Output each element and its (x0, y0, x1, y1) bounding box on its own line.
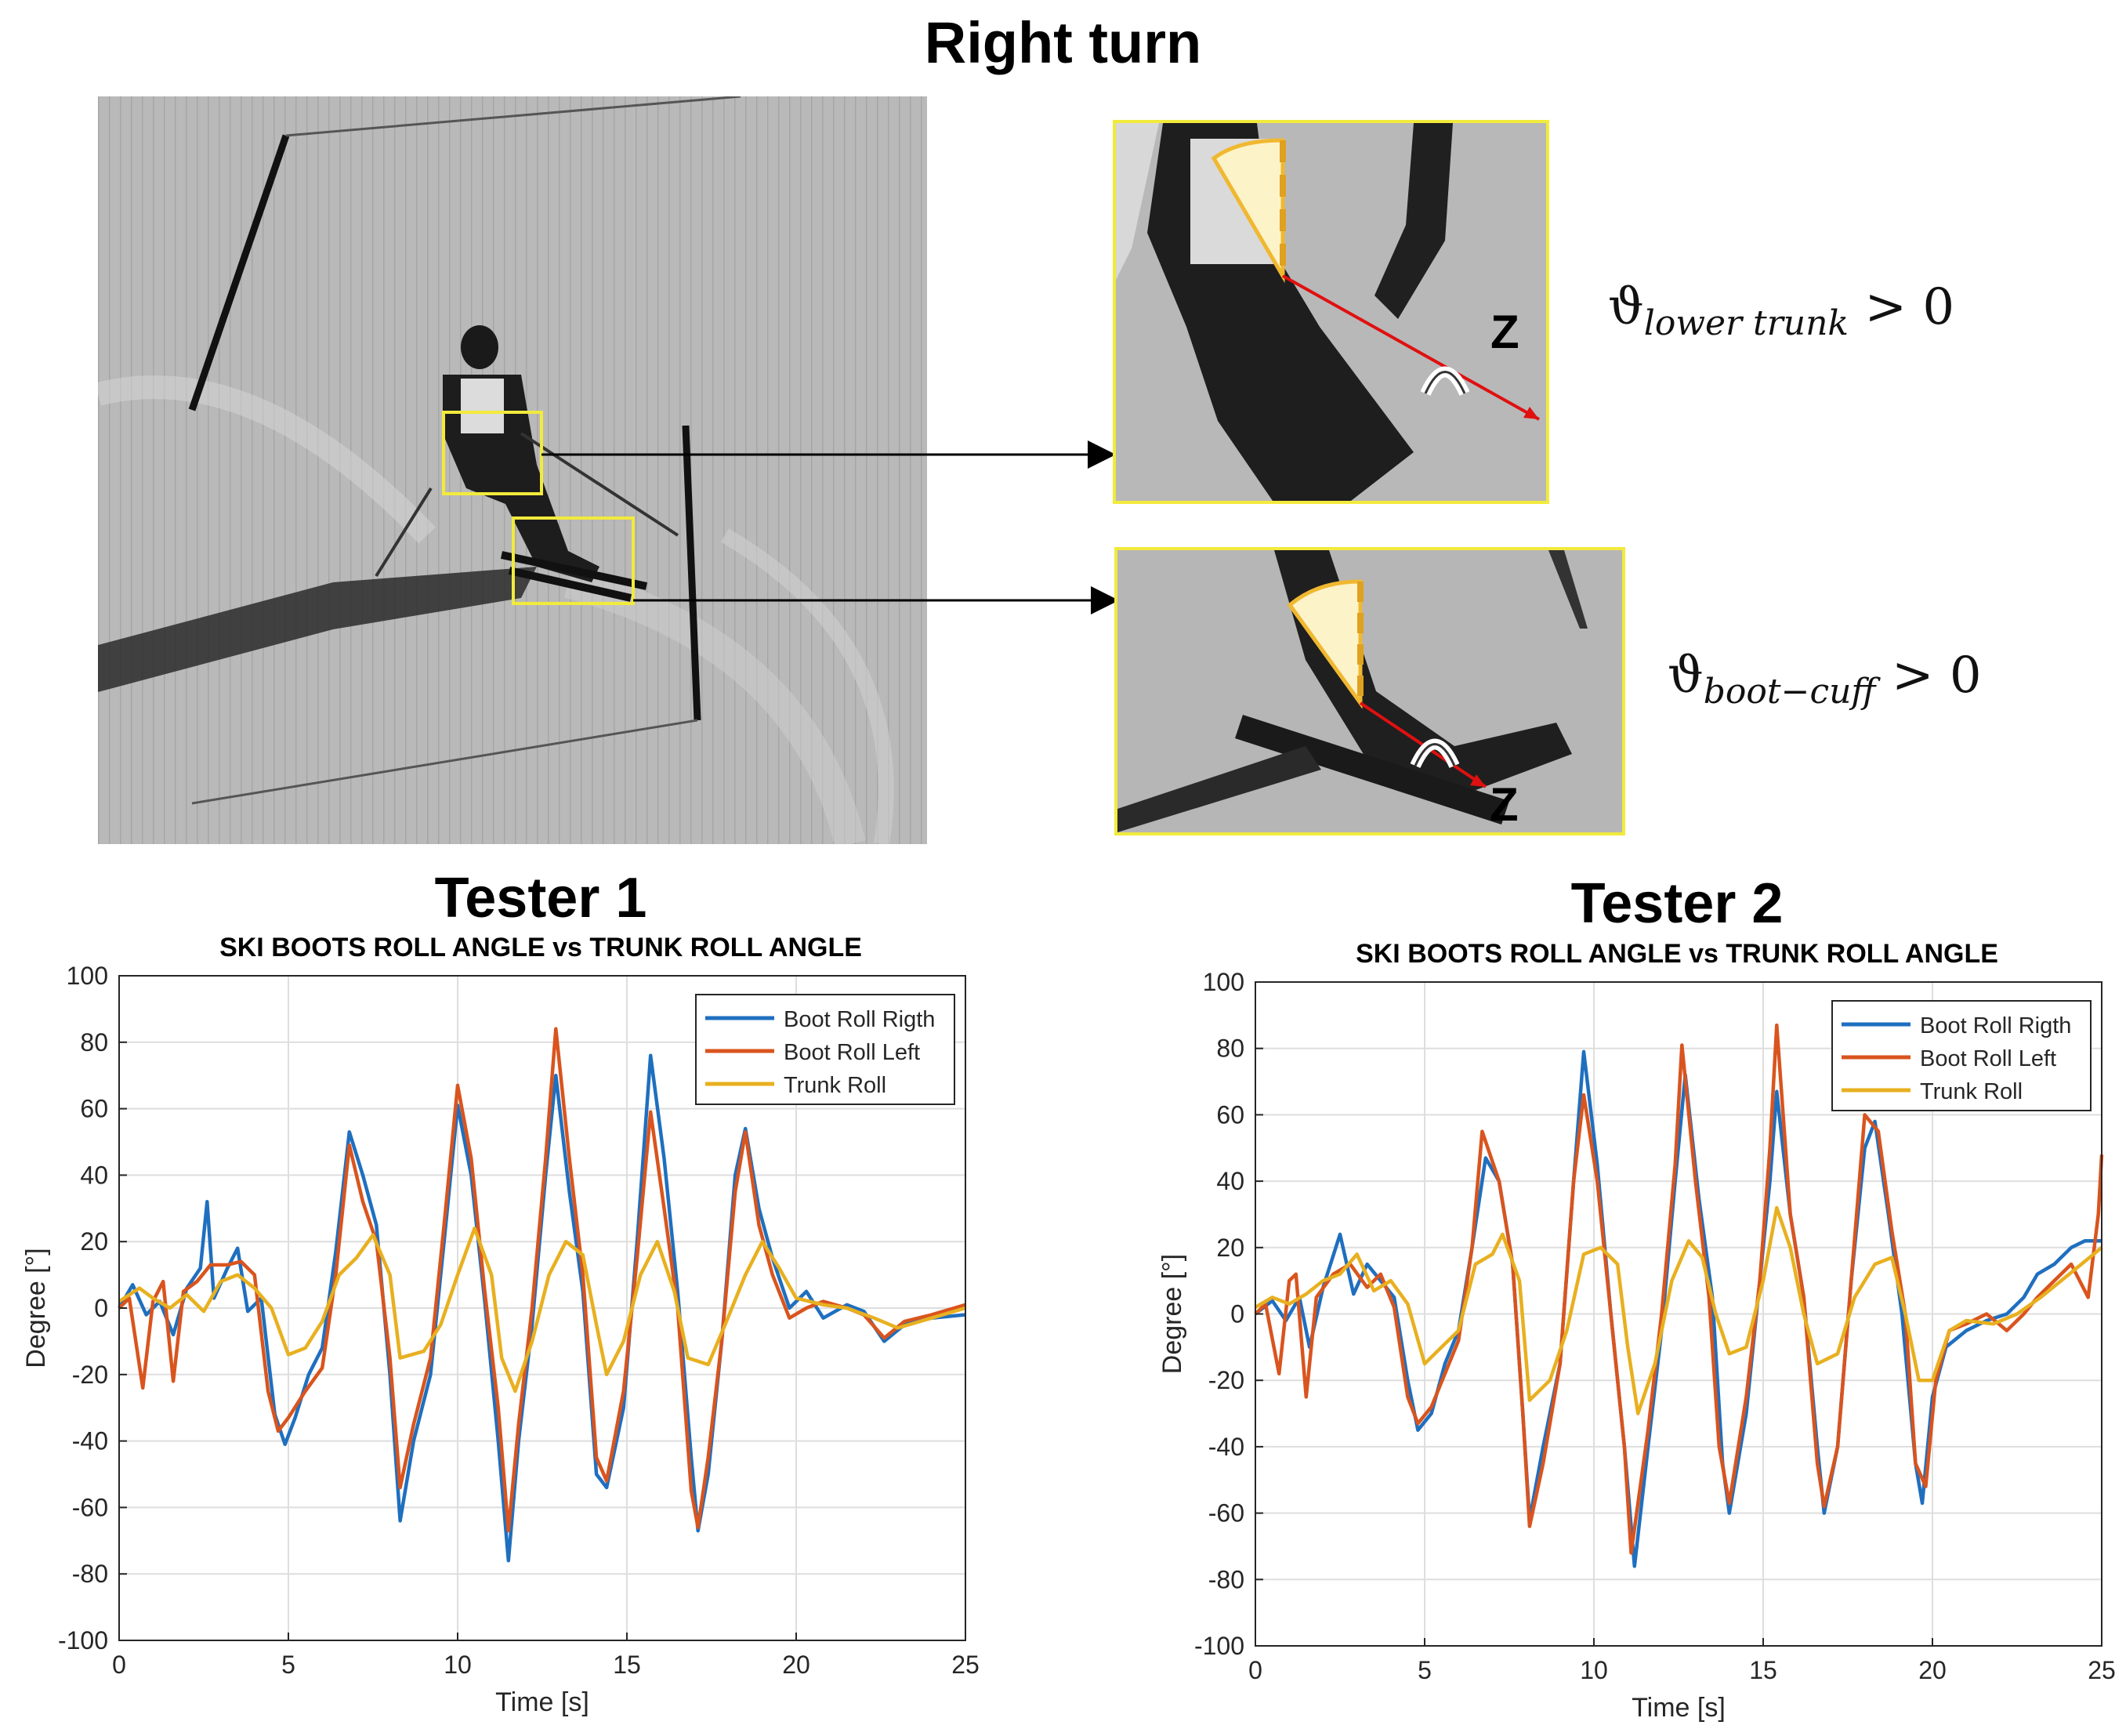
legend-label-0: Boot Roll Rigth (784, 1007, 935, 1032)
x-axis-label: Time [s] (1632, 1693, 1726, 1723)
x-tick-label: 10 (444, 1651, 472, 1679)
x-tick-label: 20 (1918, 1656, 1947, 1684)
y-tick-label: -80 (1208, 1565, 1244, 1593)
zoom-lower-trunk: Z (1113, 120, 1549, 504)
y-tick-label: -60 (1208, 1499, 1244, 1528)
y-tick-label: 60 (80, 1095, 108, 1123)
y-tick-label: 0 (1230, 1300, 1244, 1328)
x-axis-label: Time [s] (495, 1687, 589, 1717)
chart-1-title: SKI BOOTS ROLL ANGLE vs TRUNK ROLL ANGLE (219, 933, 862, 962)
x-tick-label: 0 (112, 1651, 126, 1679)
formula-symbol: ϑ (1608, 278, 1644, 336)
connector-arrows (541, 440, 1119, 614)
y-tick-label: 0 (94, 1294, 108, 1322)
y-axis-label: Degree [°] (21, 1248, 51, 1368)
formula-boot-cuff: ϑboot−cuff > 0 (1668, 647, 1982, 712)
series-line-2 (1254, 1205, 2103, 1415)
z-axis-label: Z (1490, 778, 1519, 831)
y-tick-label: 40 (1216, 1167, 1244, 1195)
formula-lower-trunk: ϑlower trunk > 0 (1608, 278, 1954, 343)
y-tick-label: 80 (1216, 1035, 1244, 1063)
formula-relation: > 0 (1891, 647, 1982, 705)
y-tick-label: 20 (80, 1227, 108, 1256)
figure-title: Right turn (924, 10, 1202, 75)
y-tick-label: -40 (72, 1427, 108, 1455)
series-line-1 (1254, 1023, 2104, 1555)
y-tick-label: 100 (1203, 970, 1244, 996)
chart-2-title: SKI BOOTS ROLL ANGLE vs TRUNK ROLL ANGLE (1356, 939, 1998, 969)
series-line-2 (118, 1226, 966, 1394)
skier-photo (98, 96, 927, 844)
y-tick-label: -100 (58, 1626, 108, 1654)
x-tick-label: 0 (1248, 1656, 1262, 1684)
chart-tester-1: 0 5 10 15 20 25 -100 -80 -60 -40 -20 0 20 40 60 80 100 Ti… (21, 964, 980, 1717)
x-tick-label: 10 (1580, 1656, 1608, 1684)
x-tick-label: 20 (782, 1651, 810, 1679)
formula-subscript: boot−cuff (1703, 671, 1876, 712)
formula-subscript: lower trunk (1643, 303, 1849, 343)
y-tick-label: 100 (67, 964, 108, 990)
y-tick-label: -100 (1194, 1632, 1244, 1660)
zoom-boot-cuff: Z (1114, 547, 1625, 835)
z-axis-label: Z (1490, 306, 1519, 358)
x-tick-label: 15 (1749, 1656, 1777, 1684)
x-tick-label: 25 (2088, 1656, 2116, 1684)
y-tick-label: 40 (80, 1161, 108, 1189)
formula-symbol: ϑ (1668, 647, 1704, 705)
legend-label-1: Boot Roll Left (784, 1040, 920, 1065)
x-tick-label: 25 (951, 1651, 980, 1679)
x-tick-label: 5 (1418, 1656, 1432, 1684)
chart-tester-2: 0 5 10 15 20 25 -100 -80 -60 -40 -20 0 20 40 60 80 100 Ti… (1157, 970, 2116, 1723)
x-tick-label: 15 (613, 1651, 641, 1679)
y-tick-label: -60 (72, 1493, 108, 1521)
y-tick-label: 60 (1216, 1100, 1244, 1129)
y-tick-label: -20 (72, 1361, 108, 1389)
series-line-1 (118, 1027, 966, 1533)
formula-relation: > 0 (1864, 278, 1955, 336)
tester-1-heading: Tester 1 (434, 867, 647, 930)
legend-label-2: Trunk Roll (784, 1073, 886, 1098)
legend-label-1: Boot Roll Left (1920, 1046, 2056, 1071)
x-tick-label: 5 (281, 1651, 295, 1679)
y-tick-label: 20 (1216, 1234, 1244, 1262)
y-tick-label: 80 (80, 1028, 108, 1056)
y-tick-label: -80 (72, 1560, 108, 1588)
y-axis-label: Degree [°] (1157, 1254, 1187, 1374)
tester-2-heading: Tester 2 (1570, 872, 1784, 935)
y-tick-label: -20 (1208, 1366, 1244, 1394)
legend-label-0: Boot Roll Rigth (1920, 1013, 2071, 1038)
y-tick-label: -40 (1208, 1433, 1244, 1461)
series-line-0 (118, 1053, 966, 1563)
legend-label-2: Trunk Roll (1920, 1079, 2023, 1104)
